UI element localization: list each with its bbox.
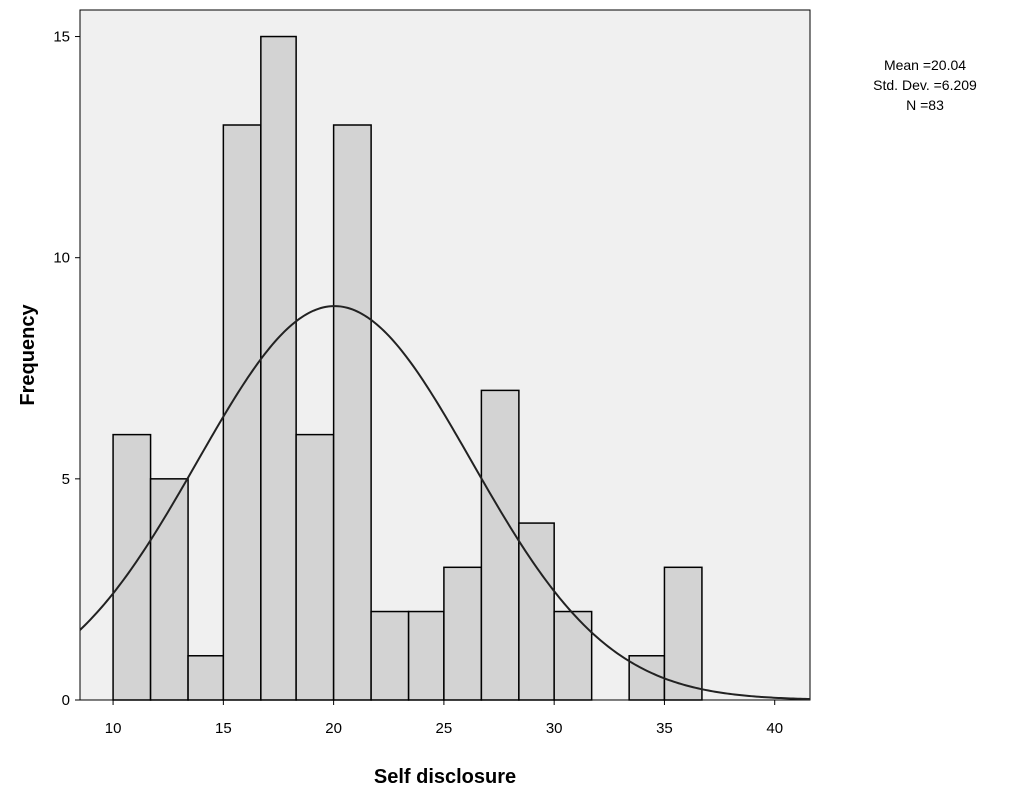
y-axis-title: Frequency	[17, 304, 39, 406]
x-tick-label: 25	[436, 720, 453, 737]
histogram-bar	[518, 522, 555, 701]
x-tick-label: 20	[325, 720, 342, 737]
x-tick-label: 30	[546, 720, 563, 737]
histogram-bar	[370, 610, 410, 701]
y-tick-label: 15	[53, 29, 70, 46]
histogram-bar	[553, 610, 593, 701]
y-axis-ticks: 0 5 10 15	[53, 29, 80, 709]
histogram-bar	[295, 433, 335, 701]
histogram-bar	[222, 124, 262, 701]
stats-mean: Mean =20.04	[884, 57, 966, 73]
stats-box: Mean =20.04 Std. Dev. =6.209 N =83	[873, 57, 977, 113]
y-tick-label: 0	[62, 692, 70, 709]
y-tick-label: 5	[62, 471, 70, 488]
histogram-bar	[149, 478, 189, 701]
histogram-bar	[443, 566, 483, 701]
x-tick-label: 40	[766, 720, 783, 737]
x-axis-ticks: 10 15 20 25 30 35 40	[105, 700, 783, 737]
x-tick-label: 10	[105, 720, 122, 737]
stats-std-dev: Std. Dev. =6.209	[873, 77, 977, 93]
x-axis-title: Self disclosure	[374, 766, 516, 788]
histogram-bar	[332, 124, 372, 701]
bars-group	[112, 35, 703, 701]
histogram-bar	[628, 655, 666, 701]
histogram-bar	[260, 35, 297, 701]
normal-curve	[79, 305, 811, 701]
histogram-bar	[407, 610, 445, 701]
histogram-bar	[663, 566, 703, 701]
stats-n: N =83	[906, 97, 944, 113]
x-tick-label: 15	[215, 720, 232, 737]
histogram-bar	[480, 389, 520, 701]
y-tick-label: 10	[53, 250, 70, 267]
x-tick-label: 35	[656, 720, 673, 737]
histogram-bar	[187, 655, 225, 701]
